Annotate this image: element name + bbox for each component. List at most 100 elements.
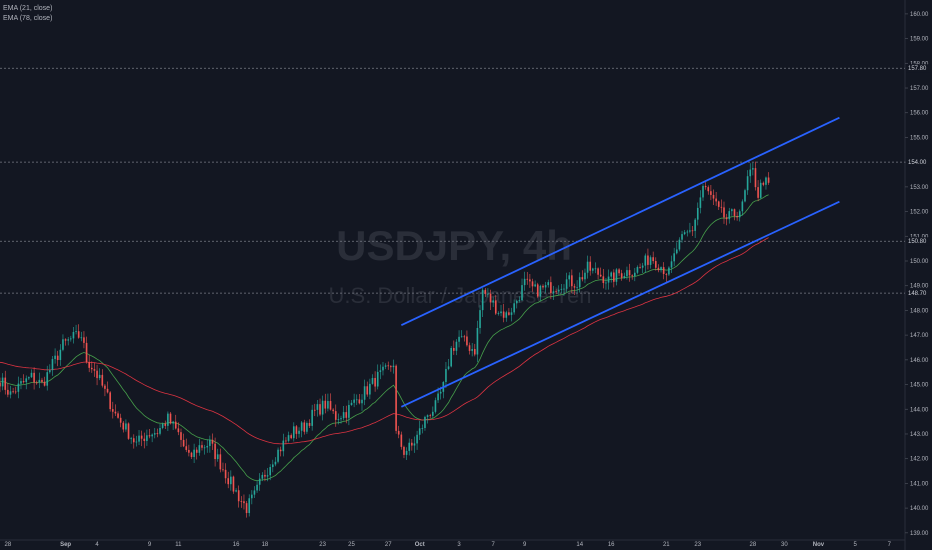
time-tick-label: 9 (148, 542, 152, 548)
candle-body (38, 379, 41, 383)
time-tick-label: 7 (888, 542, 892, 548)
candle-body (33, 372, 35, 383)
candle-body (303, 422, 306, 432)
candle-body (550, 282, 552, 294)
candle-body (316, 404, 319, 410)
candle-body (206, 445, 209, 448)
candle-body (479, 310, 481, 328)
candle-body (156, 433, 159, 434)
candle-body (571, 275, 573, 287)
candle-body (738, 211, 741, 218)
candle-body (665, 273, 668, 275)
candle-body (54, 355, 56, 360)
price-tick-label: 145.00 (910, 383, 929, 389)
candle-body (4, 377, 7, 390)
candle-body (353, 399, 355, 403)
price-tick-label: 152.00 (910, 210, 929, 216)
candle-body (251, 494, 253, 499)
indicator-label-ema78[interactable]: EMA (78, close) (3, 15, 53, 22)
candle-body (119, 417, 122, 423)
candle-body (633, 272, 636, 276)
candle-body (408, 442, 411, 451)
candle-body (418, 428, 421, 435)
candle-body (518, 300, 521, 301)
candle-body (484, 289, 487, 294)
time-tick-label: 11 (175, 542, 182, 548)
candle-body (169, 413, 172, 424)
candle-body (321, 400, 324, 415)
candle-body (578, 277, 581, 288)
level-label: 157.80 (908, 66, 927, 72)
candle-body (345, 412, 348, 418)
candle-body (704, 185, 707, 188)
candle-body (209, 439, 211, 446)
candle-body (639, 267, 641, 268)
time-tick-label: 25 (348, 542, 355, 548)
candle-body (185, 446, 188, 450)
price-tick-label: 149.00 (910, 284, 929, 290)
candle-body (167, 413, 169, 426)
price-tick-label: 144.00 (910, 407, 929, 413)
candle-body (615, 269, 618, 282)
candle-body (644, 255, 647, 266)
time-tick-label: 4 (95, 542, 99, 548)
candle-body (214, 443, 216, 460)
candle-body (489, 293, 492, 303)
candle-body (243, 501, 245, 504)
candle-body (497, 313, 500, 314)
candle-body (274, 461, 277, 465)
candle-body (106, 388, 109, 393)
candle-body (668, 267, 670, 275)
candle-body (531, 281, 534, 287)
candle-body (675, 249, 678, 254)
candle-body (762, 182, 765, 185)
price-tick-label: 153.00 (910, 185, 929, 191)
candle-body (613, 272, 615, 282)
candle-body (605, 282, 607, 284)
candle-body (473, 349, 476, 355)
level-label: 150.80 (908, 239, 927, 245)
candle-body (733, 209, 736, 216)
candle-body (256, 484, 258, 491)
candle-body (686, 231, 689, 233)
candle-body (670, 261, 673, 268)
candle-body (513, 303, 515, 313)
candle-body (765, 177, 767, 185)
candle-body (387, 365, 390, 367)
price-tick-label: 160.00 (910, 12, 929, 18)
candle-body (117, 413, 119, 418)
candle-body (332, 409, 334, 412)
candle-body (584, 272, 586, 280)
candle-body (759, 182, 762, 198)
candle-body (445, 368, 447, 382)
candle-body (699, 197, 702, 208)
candle-body (413, 443, 416, 446)
candle-body (222, 469, 224, 471)
candle-body (295, 426, 298, 434)
indicator-label-ema21[interactable]: EMA (21, close) (3, 5, 53, 12)
candle-body (500, 311, 502, 314)
candle-body (245, 503, 248, 514)
candle-body (70, 338, 72, 340)
candle-body (623, 276, 626, 278)
candle-body (757, 187, 759, 198)
time-tick-label: 27 (385, 542, 392, 548)
candle-body (98, 374, 101, 379)
candle-body (542, 285, 544, 288)
candle-body (190, 452, 193, 458)
candle-body (744, 190, 746, 202)
candle-body (264, 474, 266, 477)
candle-body (694, 219, 696, 231)
price-tick-label: 146.00 (910, 358, 929, 364)
candle-body (432, 411, 434, 416)
candle-body (111, 409, 114, 412)
candle-body (109, 392, 111, 410)
candle-body (403, 446, 405, 455)
candle-body (127, 423, 130, 439)
candle-body (641, 265, 644, 268)
candle-body (654, 261, 657, 268)
time-tick-label: 21 (663, 542, 670, 548)
candle-body (681, 234, 683, 240)
